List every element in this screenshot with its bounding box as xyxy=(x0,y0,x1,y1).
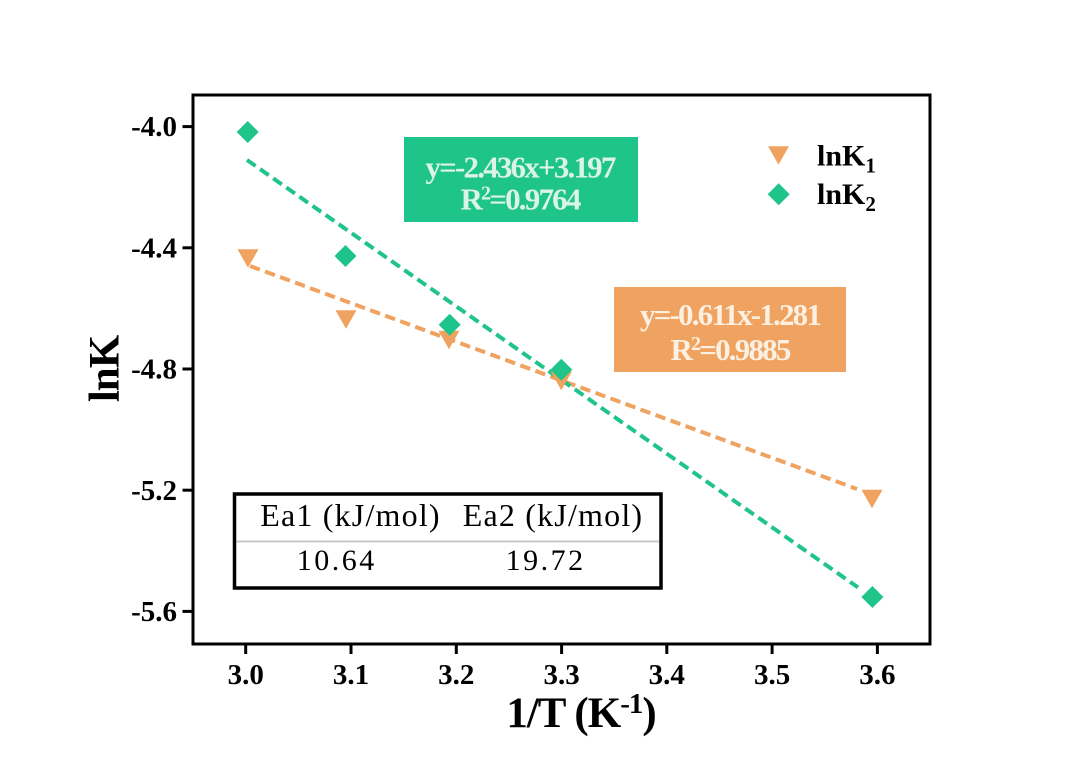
svg-text:Ea1 (kJ/mol): Ea1 (kJ/mol) xyxy=(260,497,441,533)
svg-text:lnK: lnK xyxy=(82,334,129,402)
svg-text:-4.4: -4.4 xyxy=(131,232,177,264)
svg-text:3.6: 3.6 xyxy=(859,659,895,691)
svg-text:19.72: 19.72 xyxy=(506,544,586,577)
svg-text:y=-0.611x-1.281: y=-0.611x-1.281 xyxy=(640,297,820,332)
svg-text:3.4: 3.4 xyxy=(649,659,685,691)
svg-text:3.2: 3.2 xyxy=(438,659,474,691)
svg-text:y=-2.436x+3.197: y=-2.436x+3.197 xyxy=(425,150,615,185)
svg-text:-5.2: -5.2 xyxy=(131,475,177,507)
svg-text:R2=0.9764: R2=0.9764 xyxy=(460,182,580,217)
svg-text:R2=0.9885: R2=0.9885 xyxy=(670,332,790,367)
svg-text:3.0: 3.0 xyxy=(228,659,264,691)
svg-text:3.5: 3.5 xyxy=(754,659,790,691)
svg-text:Ea2 (kJ/mol): Ea2 (kJ/mol) xyxy=(463,497,644,533)
svg-text:3.1: 3.1 xyxy=(333,659,369,691)
svg-text:-4.0: -4.0 xyxy=(131,111,177,143)
svg-text:10.64: 10.64 xyxy=(297,544,377,577)
svg-text:1/T (K-1): 1/T (K-1) xyxy=(506,688,655,737)
svg-text:-4.8: -4.8 xyxy=(131,354,177,386)
svg-text:-5.6: -5.6 xyxy=(131,596,177,628)
svg-text:3.3: 3.3 xyxy=(543,659,579,691)
